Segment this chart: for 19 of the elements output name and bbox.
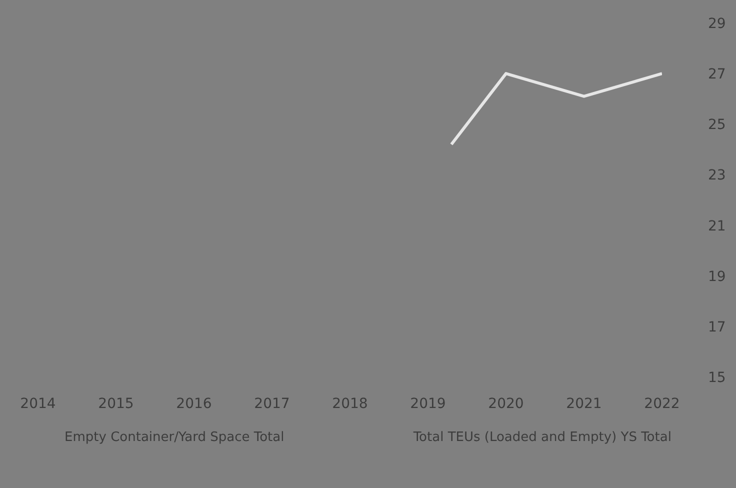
x-tick-label: 2015 xyxy=(98,396,134,412)
x-tick-label: 2019 xyxy=(410,396,446,412)
y-tick-label: 29 xyxy=(708,16,726,32)
y-tick-label: 23 xyxy=(708,168,726,184)
y-tick-label: 27 xyxy=(708,66,726,83)
text: Empty Container/Yard Space Total xyxy=(64,430,284,445)
x-tick-label: 2021 xyxy=(566,396,602,412)
x-tick-label: 2014 xyxy=(20,396,56,412)
x-tick-label: 2020 xyxy=(488,396,524,412)
x-tick-label: 2018 xyxy=(332,396,368,412)
x-tick-label: 2022 xyxy=(644,396,680,412)
text: Total TEUs (Loaded and Empty) YS Total xyxy=(413,430,672,445)
y-tick-label: 17 xyxy=(708,319,726,336)
x-tick-label: 2017 xyxy=(254,396,290,412)
y-tick-label: 15 xyxy=(708,370,726,386)
y-tick-label: 19 xyxy=(708,268,726,285)
y-tick-label: 25 xyxy=(708,117,726,134)
y-tick-label: 21 xyxy=(708,218,726,234)
x-tick-label: 2016 xyxy=(176,396,212,412)
